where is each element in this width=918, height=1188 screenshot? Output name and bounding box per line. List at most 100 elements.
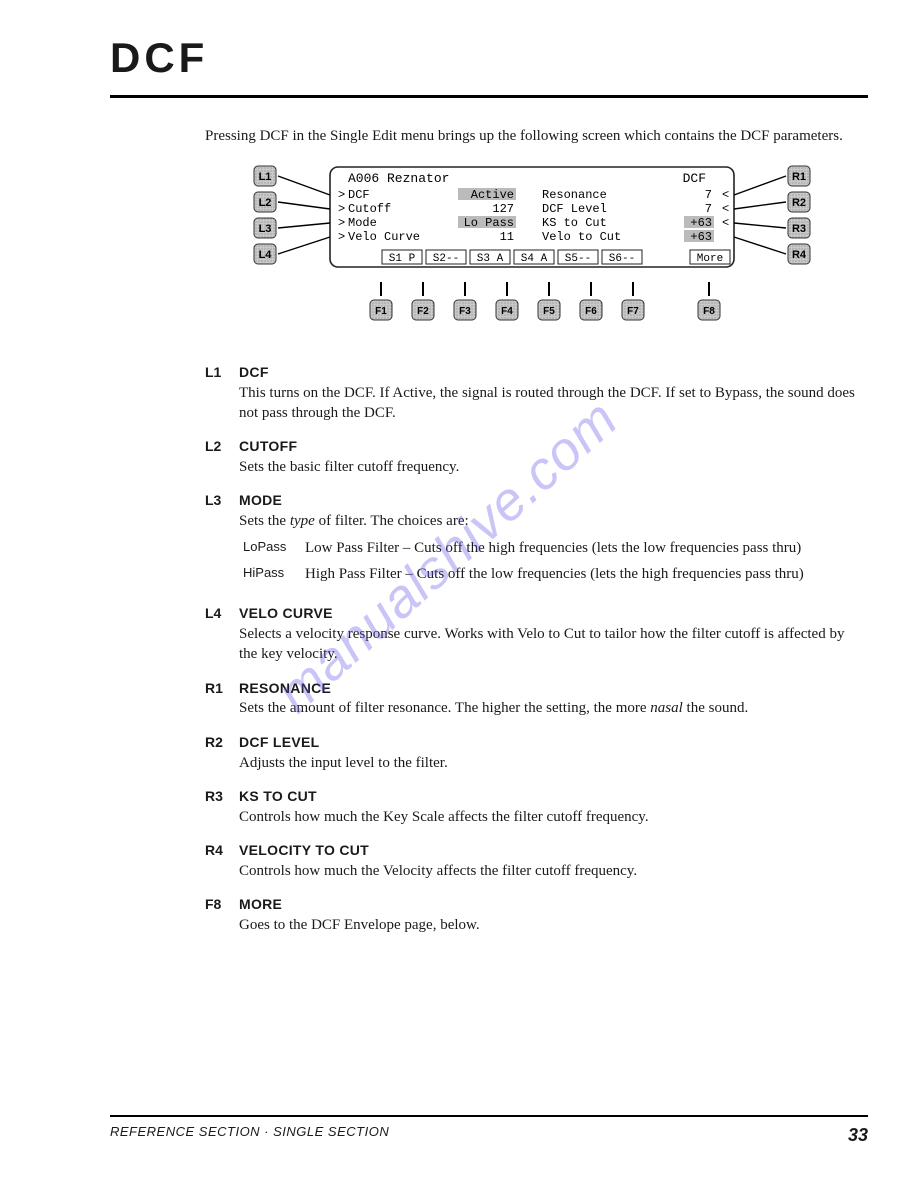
param-r1: R1RESONANCESets the amount of filter res… (205, 679, 858, 719)
param-body: DCF LEVELAdjusts the input level to the … (239, 733, 858, 773)
svg-text:S6--: S6-- (608, 253, 634, 265)
svg-text:DCF Level: DCF Level (542, 202, 607, 216)
svg-text:F4: F4 (501, 306, 513, 317)
svg-text:>: > (338, 230, 345, 244)
param-title: DCF LEVEL (239, 733, 858, 752)
f3-button: F3 (454, 282, 476, 320)
param-l4: L4VELO CURVESelects a velocity response … (205, 604, 858, 664)
svg-text:Velo to Cut: Velo to Cut (542, 230, 621, 244)
r4-button: R4 (788, 244, 810, 264)
footer-left: REFERENCE SECTION · SINGLE SECTION (110, 1123, 389, 1147)
svg-text:+63: +63 (690, 216, 712, 230)
lcd-slot-2: S3 A (470, 250, 510, 265)
param-title: VELO CURVE (239, 604, 858, 623)
param-id: F8 (205, 895, 239, 914)
subitem-label: LoPass (243, 538, 305, 558)
r2-button: R2 (788, 192, 810, 212)
svg-text:Lo Pass: Lo Pass (463, 216, 513, 230)
param-title: MODE (239, 491, 858, 510)
subitem-desc: High Pass Filter – Cuts off the low freq… (305, 564, 858, 584)
param-l1: L1DCFThis turns on the DCF. If Active, t… (205, 363, 858, 423)
param-id: L2 (205, 437, 239, 456)
f8-button: F8 (698, 282, 720, 320)
svg-text:R3: R3 (791, 223, 805, 235)
f5-button: F5 (538, 282, 560, 320)
param-id: L1 (205, 363, 239, 382)
param-desc: Sets the amount of filter resonance. The… (239, 698, 858, 718)
param-sublist: LoPassLow Pass Filter – Cuts off the hig… (243, 538, 858, 585)
svg-text:11: 11 (499, 230, 513, 244)
param-id: L4 (205, 604, 239, 623)
param-body: MOREGoes to the DCF Envelope page, below… (239, 895, 858, 935)
svg-text:F6: F6 (585, 306, 597, 317)
svg-text:F8: F8 (703, 306, 715, 317)
param-body: KS TO CUTControls how much the Key Scale… (239, 787, 858, 827)
svg-text:Cutoff: Cutoff (348, 202, 391, 216)
param-f8: F8MOREGoes to the DCF Envelope page, bel… (205, 895, 858, 935)
subitem-desc: Low Pass Filter – Cuts off the high freq… (305, 538, 858, 558)
svg-text:S2--: S2-- (432, 253, 458, 265)
param-body: CUTOFFSets the basic filter cutoff frequ… (239, 437, 858, 477)
svg-text:DCF: DCF (348, 188, 370, 202)
r1-button: R1 (788, 166, 810, 186)
param-subitem: LoPassLow Pass Filter – Cuts off the hig… (243, 538, 858, 558)
lcd-slot-5: S6-- (602, 250, 642, 265)
r3-button: R3 (788, 218, 810, 238)
lcd-slot-0: S1 P (382, 250, 422, 265)
svg-text:+63: +63 (690, 230, 712, 244)
title-rule (110, 95, 868, 98)
svg-text:R1: R1 (791, 171, 805, 183)
param-l2: L2CUTOFFSets the basic filter cutoff fre… (205, 437, 858, 477)
svg-text:F1: F1 (375, 306, 387, 317)
svg-text:F2: F2 (417, 306, 429, 317)
lcd-slot-3: S4 A (514, 250, 554, 265)
param-title: VELOCITY TO CUT (239, 841, 858, 860)
svg-text:L1: L1 (258, 171, 271, 183)
param-title: RESONANCE (239, 679, 858, 698)
param-desc: Controls how much the Velocity affects t… (239, 861, 858, 881)
f2-button: F2 (412, 282, 434, 320)
f1-button: F1 (370, 282, 392, 320)
svg-text:>: > (338, 216, 345, 230)
lcd-diagram: A006 Reznator DCF > DCF Active Resonance… (252, 164, 812, 339)
lcd-slot-4: S5-- (558, 250, 598, 265)
param-desc: Sets the basic filter cutoff frequency. (239, 457, 858, 477)
l2-button: L2 (254, 192, 276, 212)
svg-text:Velo Curve: Velo Curve (348, 230, 420, 244)
svg-text:S5--: S5-- (564, 253, 590, 265)
param-desc: Controls how much the Key Scale affects … (239, 807, 858, 827)
param-title: CUTOFF (239, 437, 858, 456)
param-id: R4 (205, 841, 239, 860)
param-id: R3 (205, 787, 239, 806)
l1-button: L1 (254, 166, 276, 186)
svg-text:R4: R4 (791, 249, 806, 261)
svg-text:Resonance: Resonance (542, 188, 607, 202)
svg-text:S4 A: S4 A (520, 253, 547, 265)
svg-text:<: < (722, 188, 729, 202)
footer: REFERENCE SECTION · SINGLE SECTION 33 (110, 1123, 868, 1147)
svg-text:S1 P: S1 P (388, 253, 415, 265)
l4-button: L4 (254, 244, 276, 264)
svg-text:<: < (722, 202, 729, 216)
svg-text:L4: L4 (258, 249, 272, 261)
intro-text: Pressing DCF in the Single Edit menu bri… (205, 126, 858, 146)
svg-text:7: 7 (704, 188, 711, 202)
svg-text:R2: R2 (791, 197, 805, 209)
footer-right: 33 (848, 1123, 868, 1147)
svg-text:KS to Cut: KS to Cut (542, 216, 607, 230)
param-l3: L3MODESets the type of filter. The choic… (205, 491, 858, 590)
lcd-header-left: A006 Reznator (348, 171, 449, 186)
param-desc: Adjusts the input level to the filter. (239, 753, 858, 773)
content-column: Pressing DCF in the Single Edit menu bri… (205, 126, 858, 936)
param-id: R2 (205, 733, 239, 752)
lcd-slot-1: S2-- (426, 250, 466, 265)
f7-button: F7 (622, 282, 644, 320)
svg-text:>: > (338, 188, 345, 202)
lcd-slot-6: More (690, 250, 730, 265)
page-title: DCF (110, 30, 868, 87)
param-body: VELO CURVESelects a velocity response cu… (239, 604, 858, 664)
param-body: DCFThis turns on the DCF. If Active, the… (239, 363, 858, 423)
f4-button: F4 (496, 282, 518, 320)
param-r2: R2DCF LEVELAdjusts the input level to th… (205, 733, 858, 773)
svg-text:Mode: Mode (348, 216, 377, 230)
